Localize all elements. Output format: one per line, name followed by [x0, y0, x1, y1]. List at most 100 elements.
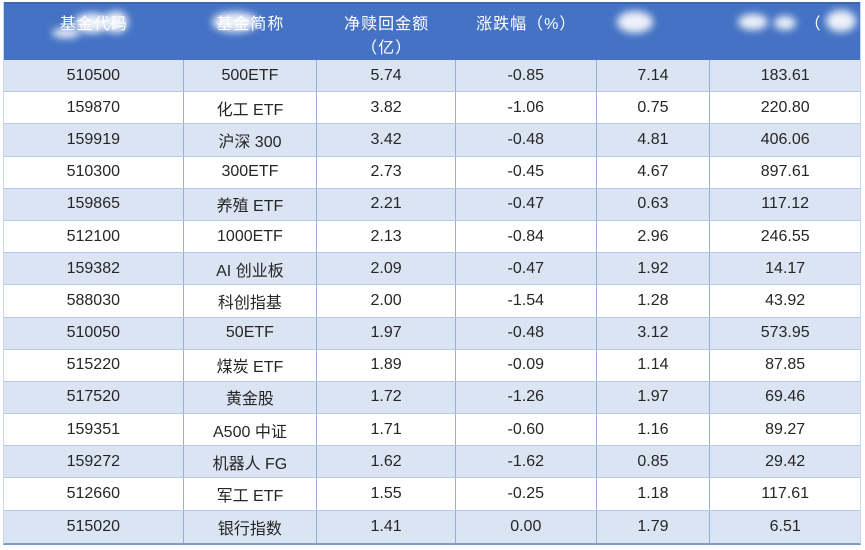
cell-col6: 183.61 — [760, 66, 810, 84]
table-row: 159919 沪深 300 3.42 -0.48 4.81 406.06 — [4, 124, 860, 157]
cell-col6: 117.12 — [761, 195, 810, 213]
cell-col6: 6.51 — [769, 517, 801, 535]
cell-code: 588030 — [4, 285, 184, 317]
cell-code: 159865 — [4, 188, 184, 220]
cell-col5: 1.16 — [597, 414, 711, 446]
table-header-row: 基金代码 基金简称 净赎回金额 （亿） 涨跌幅（%） （ — [4, 2, 860, 60]
cell-net_redemption: 1.72 — [317, 381, 456, 414]
cell-col5: 1.14 — [597, 349, 711, 381]
cell-name: 300ETF — [184, 156, 318, 188]
cell-code: 515220 — [4, 349, 184, 381]
cell-net_redemption: 1.89 — [317, 349, 456, 381]
table-row: 510500 500ETF 5.74 -0.85 7.14 183.61 — [4, 60, 860, 93]
column-header-label: （ — [804, 16, 822, 33]
cell-code: 159382 — [4, 253, 184, 285]
cell-code: 512660 — [4, 478, 184, 510]
column-header-col5 — [597, 4, 711, 60]
cell-name: 沪深 300 — [184, 124, 318, 156]
cell-name: 黄金股 — [184, 381, 318, 414]
cell-name: 化工 ETF — [184, 92, 318, 124]
redaction-smudge — [826, 10, 857, 32]
table-row: 159865 养殖 ETF 2.21 -0.47 0.63 117.12 — [4, 188, 860, 221]
table-row: 517520 黄金股 1.72 -1.26 1.97 69.46 — [4, 381, 860, 415]
table-row: 512100 1000ETF 2.13 -0.84 2.96 246.55 — [4, 220, 860, 254]
cell-code: 159351 — [4, 414, 184, 446]
cell-net_redemption: 1.62 — [317, 446, 456, 478]
cell-change_pct: -1.54 — [456, 285, 597, 317]
cell-name: 科创指基 — [184, 285, 318, 317]
cell-col6: 117.61 — [761, 485, 810, 503]
cell-col6: 246.55 — [760, 227, 810, 245]
cell-net_redemption: 3.42 — [317, 124, 456, 156]
cell-name: 银行指数 — [184, 510, 318, 543]
cell-net_redemption: 2.13 — [317, 220, 456, 253]
cell-code: 517520 — [4, 381, 184, 414]
column-header-name: 基金简称 — [184, 4, 318, 60]
cell-change_pct: -0.47 — [456, 188, 597, 220]
cell-code: 159870 — [4, 92, 184, 124]
column-header-net_redemption: 净赎回金额 （亿） — [317, 4, 456, 60]
cell-name: 机器人 FG — [184, 446, 318, 478]
cell-net_redemption: 1.41 — [317, 510, 456, 543]
cell-col5: 1.28 — [597, 285, 711, 317]
column-header-col6: （ — [710, 4, 860, 60]
cell-change_pct: -0.48 — [456, 124, 597, 156]
table-row: 510050 50ETF 1.97 -0.48 3.12 573.95 — [4, 317, 860, 350]
cell-col5: 1.79 — [597, 510, 711, 543]
cell-net_redemption: 2.09 — [317, 253, 456, 285]
column-header-label: 净赎回金额 — [344, 16, 430, 33]
cell-change_pct: -0.48 — [456, 317, 597, 349]
cell-col5: 2.96 — [597, 220, 711, 253]
cell-change_pct: -0.09 — [456, 349, 597, 381]
column-header-change_pct: 涨跌幅（%） — [456, 4, 597, 60]
cell-col5: 0.63 — [597, 188, 711, 220]
cell-name: AI 创业板 — [184, 253, 318, 285]
cell-change_pct: -0.84 — [456, 220, 597, 253]
etf-fund-table: 基金代码 基金简称 净赎回金额 （亿） 涨跌幅（%） （ 510500 500ETF 5.74… — [3, 2, 861, 545]
cell-change_pct: -1.26 — [456, 381, 597, 414]
cell-net_redemption: 2.73 — [317, 156, 456, 188]
cell-col6: 406.06 — [760, 130, 810, 148]
redaction-smudge — [774, 16, 797, 30]
cell-net_redemption: 1.71 — [317, 414, 456, 446]
cell-col5: 7.14 — [597, 60, 711, 92]
cell-change_pct: -0.45 — [456, 156, 597, 188]
cell-change_pct: -1.62 — [456, 446, 597, 478]
cell-code: 510050 — [4, 317, 184, 349]
table-row: 159272 机器人 FG 1.62 -1.62 0.85 29.42 — [4, 446, 860, 479]
cell-code: 512100 — [4, 220, 184, 253]
cell-name: 养殖 ETF — [184, 188, 318, 220]
table-body: 510500 500ETF 5.74 -0.85 7.14 183.61 159870 化工 … — [4, 60, 860, 543]
cell-net_redemption: 2.00 — [317, 285, 456, 317]
cell-col6: 89.27 — [765, 420, 806, 438]
cell-col6: 29.42 — [765, 452, 806, 470]
column-header-label: 涨跌幅（%） — [476, 16, 577, 33]
table-row: 515220 煤炭 ETF 1.89 -0.09 1.14 87.85 — [4, 349, 860, 382]
table-row: 159351 A500 中证 1.71 -0.60 1.16 89.27 — [4, 414, 860, 447]
cell-net_redemption: 1.97 — [317, 317, 456, 349]
cell-col6: 43.92 — [765, 291, 806, 309]
cell-col5: 3.12 — [597, 317, 711, 349]
cell-net_redemption: 3.82 — [317, 92, 456, 124]
cell-name: 1000ETF — [184, 220, 318, 253]
redaction-smudge — [616, 11, 653, 33]
cell-change_pct: 0.00 — [456, 510, 597, 543]
cell-col5: 4.67 — [597, 156, 711, 188]
cell-code: 515020 — [4, 510, 184, 543]
cell-code: 159272 — [4, 446, 184, 478]
cell-col6: 220.80 — [760, 98, 810, 116]
cell-code: 159919 — [4, 124, 184, 156]
cell-net_redemption: 5.74 — [317, 60, 456, 92]
table-row: 159382 AI 创业板 2.09 -0.47 1.92 14.17 — [4, 253, 860, 286]
cell-col6: 14.17 — [765, 259, 806, 277]
cell-col5: 1.92 — [597, 253, 711, 285]
table-row: 512660 军工 ETF 1.55 -0.25 1.18 117.61 — [4, 478, 860, 511]
cell-col6: 87.85 — [765, 356, 806, 374]
cell-name: 500ETF — [184, 60, 318, 92]
column-header-label: 基金代码 — [59, 16, 128, 33]
table-row: 159870 化工 ETF 3.82 -1.06 0.75 220.80 — [4, 92, 860, 125]
cell-col5: 0.75 — [597, 92, 711, 124]
cell-col6: 897.61 — [760, 163, 810, 181]
cell-change_pct: -1.06 — [456, 92, 597, 124]
cell-col6: 69.46 — [765, 388, 806, 406]
